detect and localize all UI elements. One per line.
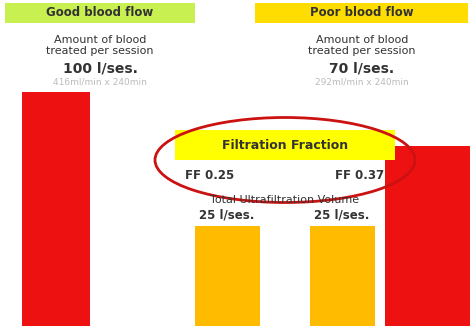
Text: 100 l/ses.: 100 l/ses. [63, 61, 137, 75]
Text: Amount of blood: Amount of blood [54, 35, 146, 45]
Bar [175, 130, 395, 160]
Text: 292ml/min x 240min: 292ml/min x 240min [315, 78, 409, 86]
Text: Poor blood flow: Poor blood flow [310, 7, 414, 20]
Bar [385, 146, 470, 326]
Bar [255, 3, 468, 23]
Text: treated per session: treated per session [46, 46, 154, 56]
Text: Amount of blood: Amount of blood [316, 35, 408, 45]
Text: FF 0.25: FF 0.25 [185, 169, 235, 182]
Text: FF 0.37: FF 0.37 [336, 169, 384, 182]
Bar [22, 92, 90, 326]
Text: 25 l/ses.: 25 l/ses. [314, 209, 370, 221]
Text: Total Ultrafiltration Volume: Total Ultrafiltration Volume [210, 195, 360, 205]
Text: 25 l/ses.: 25 l/ses. [199, 209, 255, 221]
Text: treated per session: treated per session [308, 46, 416, 56]
Bar [310, 226, 375, 326]
Bar [5, 3, 195, 23]
Bar [195, 226, 260, 326]
Text: Filtration Fraction: Filtration Fraction [222, 139, 348, 152]
Text: Good blood flow: Good blood flow [46, 7, 154, 20]
Text: 416ml/min x 240min: 416ml/min x 240min [53, 78, 147, 86]
Text: 70 l/ses.: 70 l/ses. [329, 61, 394, 75]
